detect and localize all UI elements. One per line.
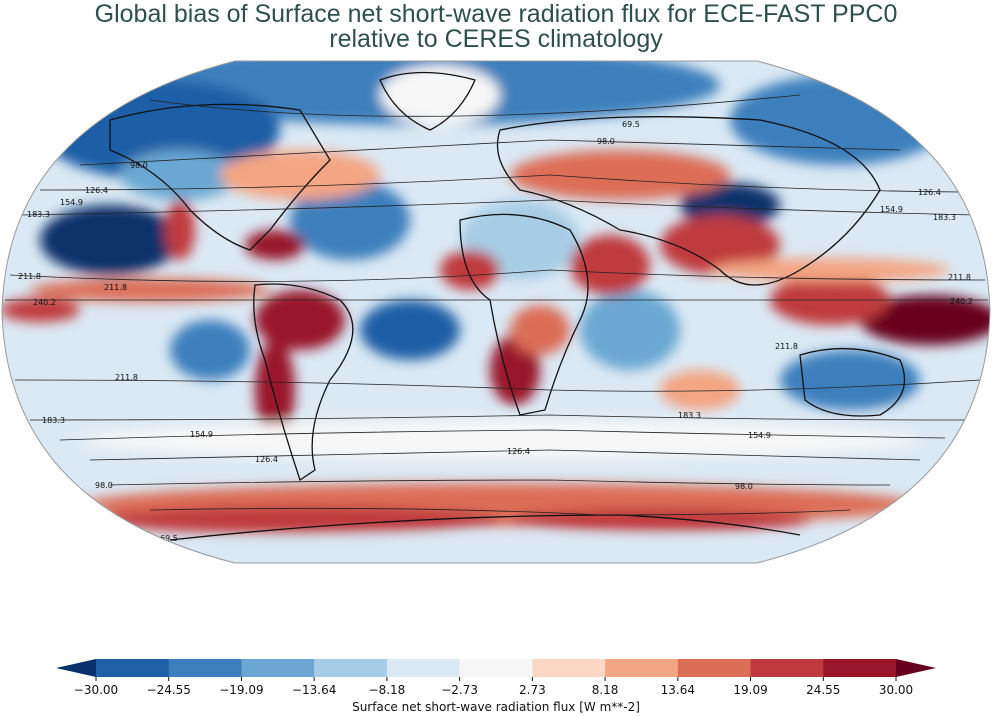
colorbar-extend-high xyxy=(896,659,936,677)
colorbar-ticks: −30.00 −24.55 −19.09 −13.64 −8.18 −2.73 2.73 8.… xyxy=(74,677,913,697)
south-america-coast xyxy=(253,283,354,482)
contour-label: 98.0 xyxy=(130,161,148,170)
contour-label: 211.8 xyxy=(948,273,971,282)
colorbar-tick-label: 13.64 xyxy=(661,683,695,697)
map-title: Global bias of Surface net short-wave ra… xyxy=(94,0,898,28)
colorbar-segment xyxy=(605,659,679,677)
map-subtitle: relative to CERES climatology xyxy=(329,25,663,53)
colorbar-tick-label: −2.73 xyxy=(441,683,478,697)
colorbar-tick-label: 19.09 xyxy=(733,683,767,697)
contour-label: 211.8 xyxy=(775,342,798,351)
contour-label: 126.4 xyxy=(507,447,530,456)
colorbar-segment xyxy=(314,659,388,677)
colorbar-tick-label: −13.64 xyxy=(292,683,336,697)
antarctica-coast xyxy=(169,514,801,541)
contour-label: 98.0 xyxy=(95,481,113,490)
colorbar-tick-label: 8.18 xyxy=(592,683,619,697)
contour-label: 211.8 xyxy=(18,272,41,281)
contour-label: 183.3 xyxy=(27,210,50,219)
contour-label: 126.4 xyxy=(255,455,278,464)
colorbar-tick-label: −8.18 xyxy=(369,683,406,697)
colorbar-tick-label: −19.09 xyxy=(219,683,263,697)
contour-label: 154.9 xyxy=(190,430,213,439)
colorbar-segment xyxy=(750,659,824,677)
colorbar-segment xyxy=(386,659,461,677)
contour-label: 183.3 xyxy=(678,411,701,420)
contour-label: 240.2 xyxy=(33,298,56,307)
north-america-coast xyxy=(109,103,331,251)
globe-outline xyxy=(1,60,991,564)
contour-label: 183.3 xyxy=(933,213,956,222)
contour-label: 240.2 xyxy=(950,297,973,306)
contour-label: 211.8 xyxy=(115,373,138,382)
colorbar-segment xyxy=(677,659,752,677)
contour-lines xyxy=(4,94,988,516)
colorbar-extend-low xyxy=(56,659,96,677)
colorbar-segments xyxy=(56,659,936,677)
greenland-coast xyxy=(379,71,476,131)
contour-label: 154.9 xyxy=(748,431,771,440)
contour-label: 154.9 xyxy=(880,205,903,214)
colorbar-segment xyxy=(168,659,242,677)
colorbar-segment xyxy=(241,659,315,677)
contour-label: 98.0 xyxy=(597,137,615,146)
contour-label: 154.9 xyxy=(60,198,83,207)
contour-label: 211.8 xyxy=(104,283,127,292)
colorbar-segment xyxy=(532,659,606,677)
contour-label: 183.3 xyxy=(42,416,65,425)
colorbar-tick-label: 24.55 xyxy=(806,683,840,697)
contour-label: 98.0 xyxy=(735,482,753,491)
colorbar-segment xyxy=(96,659,170,677)
contour-label: 126.4 xyxy=(85,186,108,195)
colorbar-tick-label: −30.00 xyxy=(74,683,118,697)
map-field: 69.5 69.5 98.0 98.0 98.0 98.0 126.4 126.… xyxy=(2,61,990,563)
contour-label-group: 69.5 69.5 98.0 98.0 98.0 98.0 126.4 126.… xyxy=(18,120,973,543)
colorbar-segment xyxy=(459,659,533,677)
colorbar-tick-label: −24.55 xyxy=(147,683,191,697)
australia-coast xyxy=(799,347,906,417)
colorbar-segment xyxy=(823,659,897,677)
colorbar-label: Surface net short-wave radiation flux [W… xyxy=(352,700,640,714)
colorbar-tick-label: 30.00 xyxy=(879,683,913,697)
contour-label: 69.5 xyxy=(160,534,178,543)
contour-label: 126.4 xyxy=(918,188,941,197)
colorbar: −30.00 −24.55 −19.09 −13.64 −8.18 −2.73 2.73 8.… xyxy=(56,659,936,714)
colorbar-tick-label: 2.73 xyxy=(519,683,546,697)
africa-coast xyxy=(459,213,589,416)
contour-label: 69.5 xyxy=(622,120,640,129)
